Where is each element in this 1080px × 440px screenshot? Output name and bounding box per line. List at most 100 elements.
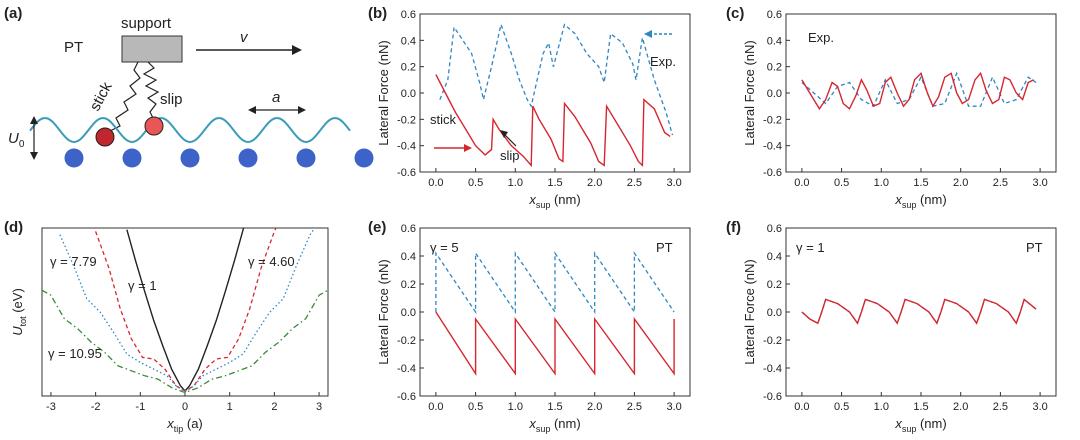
x-tick-label: -2	[91, 401, 101, 413]
chart-d: -3 -2 -1 0 1 2 3 xtip (a) Utot (eV) γ = 1 γ = 4.60…	[10, 227, 329, 434]
y-axis-label: Lateral Force (nN)	[742, 259, 757, 364]
annotation-d-g3: γ = 7.79	[50, 254, 97, 269]
y-tick-label: -0.6	[763, 391, 782, 403]
x-tick-label: 1.0	[874, 401, 889, 413]
y-tick-label: 0.0	[767, 307, 782, 319]
x-axis-label-unit: (nm)	[550, 416, 580, 431]
x-axis-label-sub: tip	[174, 424, 184, 434]
annotation-b-exp: Exp.	[650, 54, 676, 69]
y-tick-label: -0.6	[397, 391, 416, 403]
series-line-exp-1	[435, 251, 675, 315]
x-tick-label: 1.0	[508, 177, 523, 189]
slip-label-schematic: slip	[160, 91, 183, 108]
panel-label-d: (d)	[4, 219, 23, 236]
y-tick-label: 0.2	[401, 279, 416, 291]
y-tick-label: 0.4	[767, 35, 782, 47]
y-tick-label: 0.4	[767, 251, 782, 263]
y-tick-label: 0.0	[767, 88, 782, 100]
panel-label-e: (e)	[368, 219, 386, 236]
barrier-label-sub: 0	[19, 139, 25, 150]
barrier-arrow-down	[30, 152, 38, 160]
x-tick-label: 2.0	[587, 401, 602, 413]
tip-stick-position	[95, 127, 115, 147]
atom-6	[354, 148, 374, 168]
series-line-sim-2	[435, 74, 671, 168]
atom-5	[296, 148, 316, 168]
x-tick-label: 0.0	[794, 177, 809, 189]
annotation-b-stick: stick	[430, 112, 457, 127]
atom-3	[180, 148, 200, 168]
atom-2	[122, 148, 142, 168]
x-tick-label: 1.0	[874, 177, 889, 189]
x-axis-label-base: x	[166, 416, 174, 431]
annotation-d-g1: γ = 1	[128, 278, 157, 293]
series-line-exp-3	[59, 228, 316, 393]
x-tick-label: -1	[135, 401, 145, 413]
chart-c: 0.0 0.5 1.0 1.5 2.0 2.5 3.0 -0.6 -0.4 -0.2 0.0 0.2 0…	[742, 9, 1057, 210]
x-axis-label-base: x	[894, 192, 902, 207]
slip-pointer	[503, 133, 517, 147]
x-tick-label: 2.5	[627, 177, 642, 189]
x-tick-label: 1.5	[913, 177, 928, 189]
x-tick-label: 3.0	[1032, 401, 1047, 413]
potential-wave	[29, 117, 351, 144]
y-tick-label: -0.2	[763, 335, 782, 347]
schematic-model-label: PT	[64, 39, 83, 56]
x-axis-label: xsup (nm)	[894, 192, 946, 210]
chart-b: 0.0 0.5 1.0 1.5 2.0 2.5 3.0 -0.6 -0.4 -0.2 0.0 0.2 0…	[376, 9, 691, 210]
y-axis-label: Lateral Force (nN)	[376, 259, 391, 364]
x-axis-label: xsup (nm)	[894, 416, 946, 434]
y-tick-label: -0.2	[397, 335, 416, 347]
x-tick-label: 0.0	[428, 401, 443, 413]
panel-label-b: (b)	[368, 5, 387, 22]
barrier-arrow-up	[30, 116, 38, 124]
annotation-b-slip: slip	[500, 148, 520, 163]
y-tick-label: -0.4	[397, 141, 416, 153]
x-axis-label-base: x	[528, 192, 536, 207]
sim-direction-arrowhead	[464, 144, 472, 152]
tip-slip-position	[144, 116, 164, 136]
y-axis-label: Utot (eV)	[10, 288, 28, 336]
annotation-d-g2: γ = 4.60	[248, 254, 295, 269]
x-tick-label: 0.0	[428, 177, 443, 189]
annotation-e-model: PT	[656, 240, 673, 255]
x-tick-label: 0.5	[834, 401, 849, 413]
spring-slip	[142, 61, 160, 121]
y-axis-label: Lateral Force (nN)	[742, 40, 757, 145]
x-axis-label-base: x	[528, 416, 536, 431]
x-tick-label: 3.0	[666, 177, 681, 189]
panel-label-a: (a)	[4, 5, 22, 22]
series-line-sim-2	[435, 311, 675, 376]
charts-group: 0.0 0.5 1.0 1.5 2.0 2.5 3.0 -0.6 -0.4 -0.2 0.0 0.2 0…	[10, 9, 1057, 434]
y-tick-label: -0.2	[397, 114, 416, 126]
y-tick-label: -0.4	[397, 363, 416, 375]
x-tick-label: 2.5	[993, 401, 1008, 413]
chart-e: 0.0 0.5 1.0 1.5 2.0 2.5 3.0 -0.6 -0.4 -0.2 0.0 0.2 0…	[376, 223, 691, 434]
slip-pointer-head	[500, 130, 508, 138]
x-tick-label: 1	[227, 401, 233, 413]
y-tick-label: 0.4	[401, 251, 416, 263]
x-tick-label: 2	[271, 401, 277, 413]
y-tick-label: 0.2	[767, 279, 782, 291]
x-axis-label-unit: (nm)	[550, 192, 580, 207]
series-line-exp-1	[439, 22, 674, 136]
y-tick-label: 0.2	[401, 62, 416, 74]
x-tick-label: 0.0	[794, 401, 809, 413]
y-tick-label: 0.6	[767, 223, 782, 235]
x-tick-label: 0.5	[834, 177, 849, 189]
annotation-f-gamma: γ = 1	[796, 240, 825, 255]
series-line-sim-2	[801, 71, 1035, 111]
y-tick-label: 0.2	[767, 62, 782, 74]
y-tick-label: -0.6	[397, 167, 416, 179]
y-tick-label: 0.6	[401, 223, 416, 235]
y-tick-label: 0.6	[401, 9, 416, 21]
support-label: support	[121, 15, 172, 32]
y-tick-label: -0.2	[763, 114, 782, 126]
annotation-d-g4: γ = 10.95	[48, 346, 102, 361]
x-tick-label: 1.0	[508, 401, 523, 413]
x-tick-label: 2.0	[587, 177, 602, 189]
x-tick-label: -3	[46, 401, 56, 413]
y-axis-label: Lateral Force (nN)	[376, 40, 391, 145]
exp-direction-arrowhead	[644, 30, 652, 38]
